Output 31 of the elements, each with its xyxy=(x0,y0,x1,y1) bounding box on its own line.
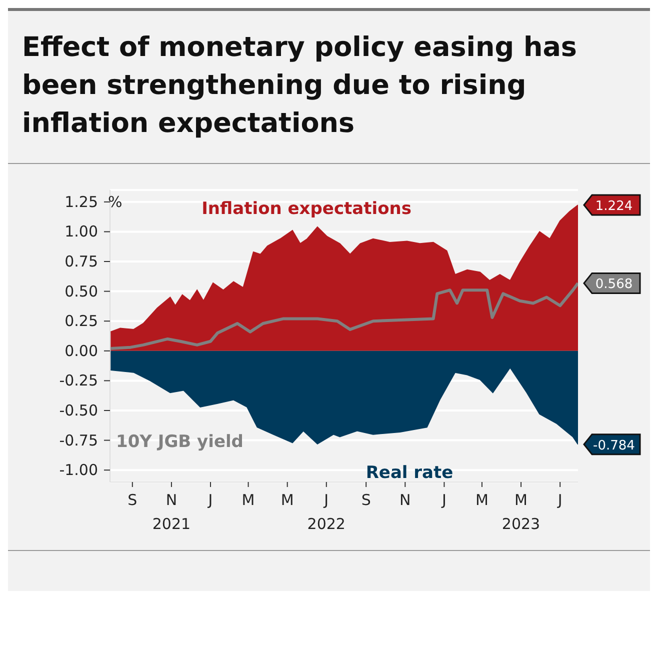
y-tick-label: -0.75 xyxy=(59,431,98,450)
x-tick-label: J xyxy=(556,491,562,509)
x-tick-label: S xyxy=(361,491,371,509)
x-tick-label: J xyxy=(207,491,213,509)
x-tick-label: N xyxy=(400,491,411,509)
y-tick-label: 1.25 xyxy=(64,192,98,211)
y-tick-label: -0.25 xyxy=(59,372,98,390)
data-label: 1.224 xyxy=(595,199,633,214)
y-tick-label: 0.50 xyxy=(64,282,98,300)
x-tick-label: M xyxy=(242,491,255,509)
x-tick-label: J xyxy=(440,491,446,509)
line-series xyxy=(110,282,578,350)
y-tick-label: -0.50 xyxy=(59,401,98,420)
x-tick-label: N 2021 xyxy=(152,491,191,533)
text: 10Y JGB yield xyxy=(116,432,244,452)
x-tick-label: S xyxy=(128,491,138,509)
data-label: 0.568 xyxy=(595,277,633,292)
x-tick-label: J 2022 xyxy=(307,491,346,533)
y-axis-title: % xyxy=(108,192,122,211)
y-tick-label: 1.00 xyxy=(64,222,98,241)
x-tick-label: M xyxy=(280,491,294,509)
y-tick-label: 0.75 xyxy=(64,252,98,271)
y-tick-label: 0.00 xyxy=(64,342,98,360)
x-tick-label: M 2023 xyxy=(502,491,540,533)
chart-title: Effect of monetary policy easing has been strengthening due to rising inflation expectations xyxy=(22,31,578,141)
x-tick-label: M xyxy=(475,491,488,509)
y-tick-label: -1.00 xyxy=(59,461,98,480)
series-label: Inflation expectations xyxy=(202,199,412,219)
y-tick-label: 0.25 xyxy=(64,312,98,330)
data-label: -0.784 xyxy=(593,438,635,454)
series-label: Real rate xyxy=(366,463,454,483)
